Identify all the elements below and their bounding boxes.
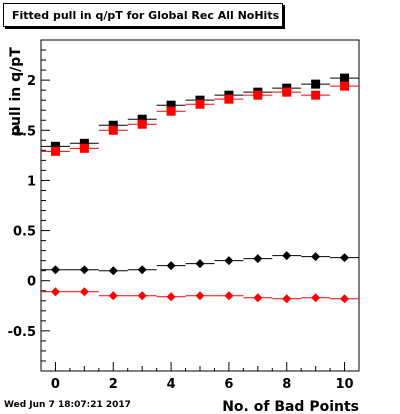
data-marks	[41, 73, 359, 304]
data-point-diamond	[195, 259, 205, 269]
data-point-diamond	[108, 291, 118, 301]
y-tick-label: 0.5	[13, 225, 36, 240]
data-point-square	[79, 143, 89, 153]
data-point-diamond	[311, 252, 321, 262]
y-tick-label: 0	[27, 275, 36, 290]
data-point-square	[137, 114, 147, 124]
x-tick-label: 0	[51, 377, 60, 392]
chart-title-box: Fitted pull in q/pT for Global Rec All N…	[3, 3, 283, 27]
chart-title: Fitted pull in q/pT for Global Rec All N…	[12, 9, 280, 22]
data-point-diamond	[224, 291, 234, 301]
x-tick-label: 10	[335, 377, 353, 392]
data-point-diamond	[108, 266, 118, 276]
data-point-diamond	[137, 291, 147, 301]
data-point-square	[224, 94, 234, 104]
data-point-square	[137, 119, 147, 129]
data-point-diamond	[224, 256, 234, 266]
data-point-square	[166, 106, 176, 116]
series-2	[41, 81, 359, 156]
data-point-diamond	[50, 287, 60, 297]
series-4	[41, 287, 359, 304]
data-point-diamond	[166, 292, 176, 302]
data-point-diamond	[311, 293, 321, 303]
data-point-square	[282, 87, 292, 97]
data-point-diamond	[166, 261, 176, 271]
y-axis-label: pull in q/pT	[8, 47, 24, 136]
axes: 0 2 4 6 8 10 -0.5 0 0.5 1 1.5 2	[8, 39, 360, 392]
data-point-square	[311, 90, 321, 100]
timestamp: Wed Jun 7 18:07:21 2017	[4, 400, 131, 410]
y-tick-label: 1.5	[13, 124, 36, 139]
data-point-square	[166, 100, 176, 110]
data-point-square	[79, 138, 89, 148]
data-point-diamond	[282, 251, 292, 261]
data-point-diamond	[340, 253, 350, 263]
y-tick-label: -0.5	[8, 325, 36, 340]
data-point-square	[50, 146, 60, 156]
data-point-diamond	[79, 265, 89, 275]
y-tick-label: 1	[27, 174, 36, 189]
data-point-diamond	[340, 294, 350, 304]
data-point-square	[195, 99, 205, 109]
y-tick-label: 2	[27, 74, 36, 89]
data-point-square	[340, 73, 350, 83]
data-point-square	[340, 81, 350, 91]
data-point-diamond	[282, 294, 292, 304]
x-tick-label: 8	[282, 377, 291, 392]
plot-frame	[40, 39, 360, 372]
data-point-square	[253, 90, 263, 100]
data-point-diamond	[137, 265, 147, 275]
data-point-square	[311, 79, 321, 89]
data-point-diamond	[253, 293, 263, 303]
data-point-square	[108, 125, 118, 135]
data-point-square	[50, 141, 60, 151]
x-tick-label: 6	[224, 377, 233, 392]
data-point-diamond	[195, 291, 205, 301]
series-3	[41, 251, 359, 276]
x-tick-label: 2	[109, 377, 118, 392]
data-point-square	[108, 120, 118, 130]
data-point-diamond	[253, 254, 263, 264]
data-point-diamond	[50, 265, 60, 275]
data-point-diamond	[79, 287, 89, 297]
x-tick-label: 4	[167, 377, 176, 392]
x-axis-label: No. of Bad Points	[222, 399, 359, 414]
